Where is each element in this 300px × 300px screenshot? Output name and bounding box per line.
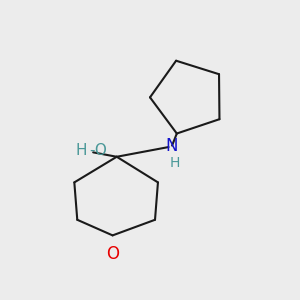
Text: H: H bbox=[76, 143, 87, 158]
Text: -O: -O bbox=[90, 143, 107, 158]
Text: O: O bbox=[106, 245, 119, 263]
Text: N: N bbox=[166, 136, 178, 154]
Text: H: H bbox=[169, 156, 180, 170]
